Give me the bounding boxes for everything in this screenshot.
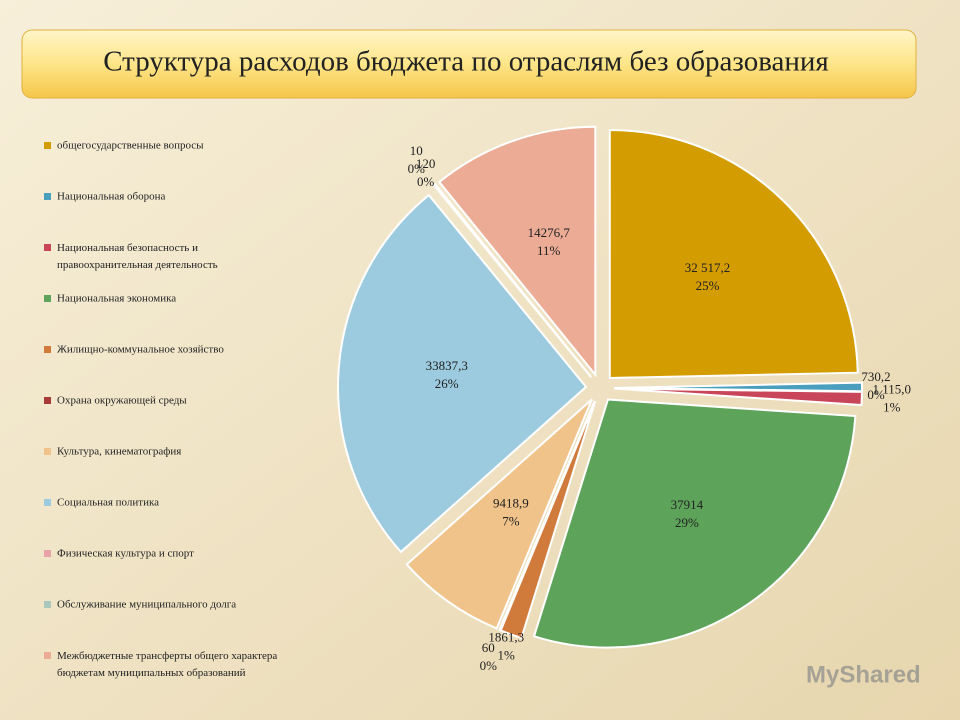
legend-swatch [44,652,51,659]
legend-label: Жилищно-коммунальное хозяйство [57,344,224,356]
legend-swatch [44,244,51,251]
data-label: 32 517,2 [685,260,731,275]
data-label: 10 [410,143,423,158]
watermark: MyShared [806,661,921,688]
data-label: 1861,3 [488,630,524,645]
legend-label: общегосударственные вопросы [57,140,204,152]
data-label-percent: 11% [537,243,561,258]
legend-swatch [44,550,51,557]
data-label-percent: 0% [480,658,498,673]
pie-slice [433,182,592,378]
pie-slice [608,128,859,380]
data-label-percent: 1% [498,648,516,663]
title-banner [21,29,917,99]
data-label: 1 115,0 [873,382,912,397]
legend-label: Национальная безопасность и правоохраните… [57,242,218,271]
data-label-percent: 0% [867,387,885,402]
legend-label: Охрана окружающей среды [57,395,187,407]
chart-title: Структура расходов бюджета по отраслям б… [103,46,829,78]
legend-label: Обслуживание муниципального долга [57,599,236,611]
legend-swatch [44,499,51,506]
legend-label: Национальная оборона [57,191,166,203]
pie-slice [532,398,857,649]
data-label: 60 [482,640,495,655]
legend-label: Национальная экономика [57,293,176,305]
pie-slice [613,387,863,407]
data-label: 9418,9 [493,495,529,510]
data-label-percent: 0% [417,174,435,189]
data-label-percent: 7% [502,513,520,528]
data-label-percent: 26% [435,376,459,391]
pie-slice [337,193,588,554]
data-label-percent: 25% [696,278,720,293]
data-label: 37914 [671,497,704,512]
legend-swatch [44,346,51,353]
data-label: 730,2 [861,369,890,384]
legend-label: Культура, кинематография [57,446,181,458]
legend-swatch [44,601,51,608]
legend-label: Физическая культура и спорт [57,548,194,560]
data-label: 33837,3 [426,358,468,373]
legend-swatch [44,397,51,404]
pie-slice [437,125,597,378]
data-label: 120 [416,156,436,171]
legend-label: Социальная политика [57,497,159,509]
legend-swatch [44,448,51,455]
pie-slice [498,400,596,632]
data-label-percent: 1% [883,400,901,415]
legend-swatch [44,193,51,200]
data-label-percent: 0% [408,161,426,176]
data-label-percent: 29% [675,515,699,530]
data-label: 14276,7 [528,225,571,240]
legend-swatch [44,295,51,302]
legend-swatch [44,142,51,149]
pie-slice [405,398,593,630]
legend-label: Межбюджетные трансферты общего характера… [57,650,277,679]
